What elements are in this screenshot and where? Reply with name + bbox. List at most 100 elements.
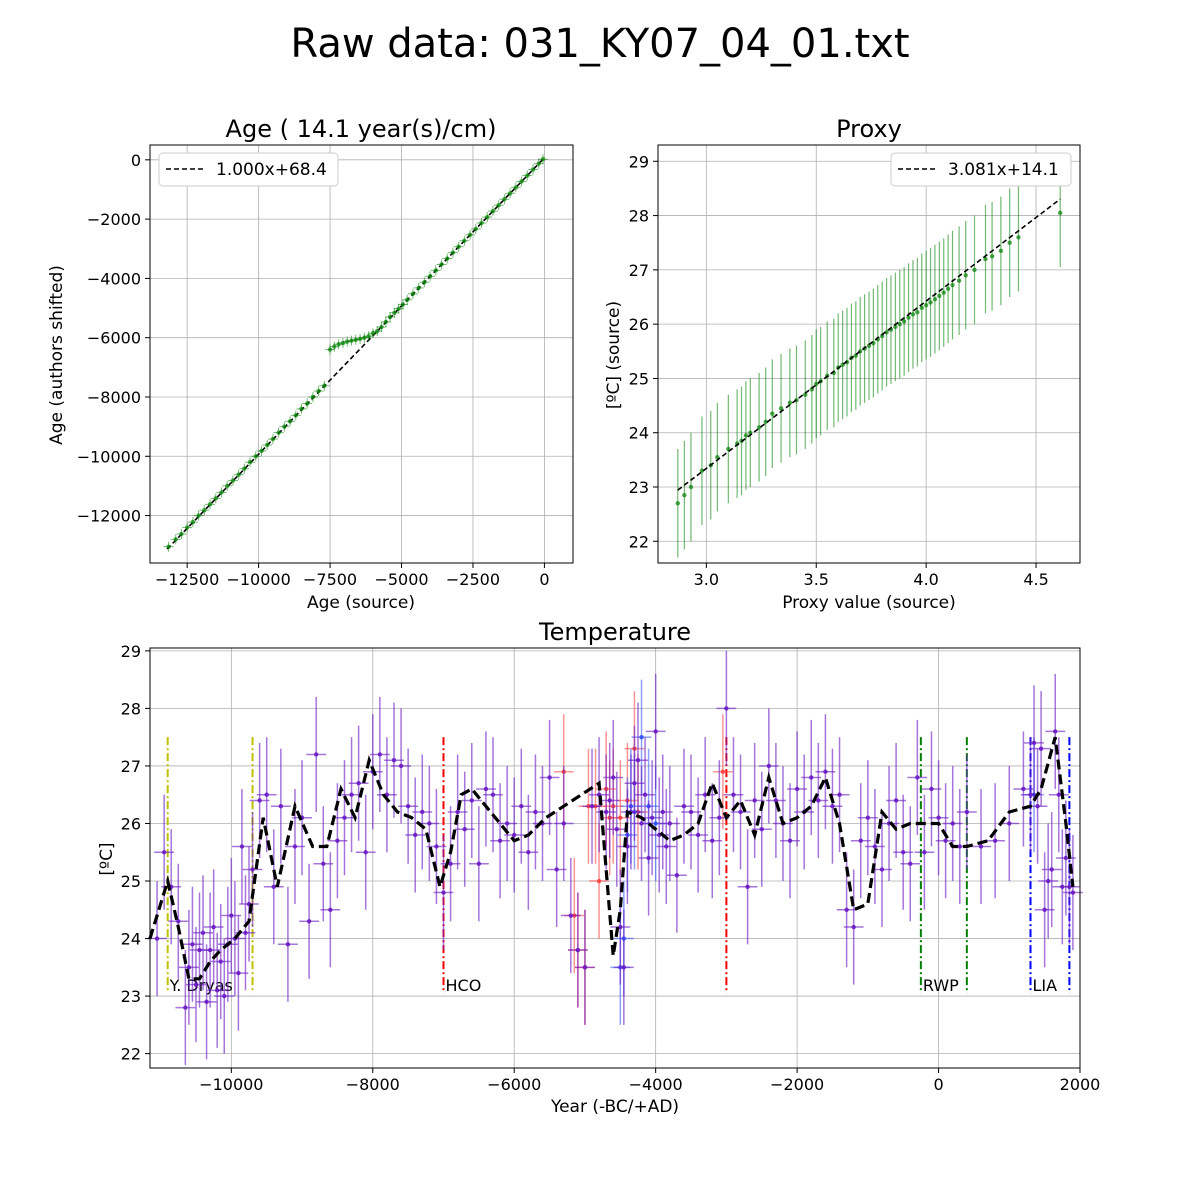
age-point xyxy=(179,531,184,537)
temperature-point xyxy=(858,838,863,843)
age-point xyxy=(400,302,406,307)
temperature-point xyxy=(200,930,206,935)
age-point xyxy=(219,490,224,495)
temperature-y-tick-label: 29 xyxy=(121,642,141,661)
temperature-point xyxy=(950,821,955,826)
period-label: RWP xyxy=(923,976,959,995)
temperature-point xyxy=(1021,786,1026,792)
age-point xyxy=(473,226,479,232)
age-y-tick-label: −8000 xyxy=(87,388,141,407)
proxy-panel: Proxy Proxy value (source) [ºC] (source)… xyxy=(604,115,1081,613)
temperature-point xyxy=(561,821,566,826)
temperature-point xyxy=(915,775,920,780)
age-point xyxy=(496,202,501,208)
age-point xyxy=(166,544,171,549)
proxy-point xyxy=(937,293,942,299)
age-point xyxy=(387,314,393,320)
age-x-tick-label: 0 xyxy=(539,570,549,589)
temperature-point xyxy=(787,838,793,843)
temperature-point xyxy=(809,775,814,780)
temperature-point xyxy=(455,809,460,815)
proxy-point xyxy=(901,319,907,324)
proxy-point xyxy=(884,330,889,335)
proxy-point xyxy=(910,312,916,317)
temperature-y-tick-label: 24 xyxy=(121,930,141,949)
temperature-point xyxy=(285,942,291,947)
age-point xyxy=(370,331,376,336)
temperature-point xyxy=(710,838,715,843)
age-point xyxy=(327,347,333,352)
temperature-point xyxy=(618,924,623,930)
temperature-point xyxy=(1053,729,1058,734)
age-point xyxy=(264,442,270,448)
temperature-point xyxy=(271,884,276,889)
age-legend: 1.000x+68.4 xyxy=(158,152,339,187)
age-point xyxy=(299,406,304,412)
age-point xyxy=(190,519,196,525)
temperature-point xyxy=(264,792,269,797)
proxy-point xyxy=(787,400,793,406)
temperature-point xyxy=(943,838,948,843)
age-point xyxy=(276,430,281,435)
temperature-point xyxy=(405,804,411,809)
proxy-point xyxy=(945,286,951,292)
proxy-point xyxy=(919,305,924,311)
age-point xyxy=(439,262,444,267)
temperature-point xyxy=(635,757,641,763)
proxy-legend-label: 3.081x+14.1 xyxy=(948,160,1059,180)
proxy-y-tick-label: 24 xyxy=(629,424,649,443)
temperature-red-point xyxy=(618,815,623,820)
temperature-point xyxy=(547,775,552,780)
age-gridlines xyxy=(150,145,573,563)
temperature-point xyxy=(830,804,835,809)
age-point xyxy=(433,268,439,273)
temperature-point xyxy=(1045,878,1051,884)
temperature-smoothed-curve xyxy=(148,736,1075,981)
temperature-point xyxy=(306,919,312,924)
temperature-point xyxy=(504,821,510,826)
age-point xyxy=(392,310,397,315)
temperature-point xyxy=(632,781,637,786)
age-point xyxy=(445,256,450,261)
temperature-chart-title: Temperature xyxy=(538,618,691,646)
temperature-point xyxy=(154,936,160,941)
temperature-red-point xyxy=(596,878,602,884)
age-y-tick-label: −2000 xyxy=(87,210,141,229)
temperature-point xyxy=(183,1005,188,1010)
proxy-point xyxy=(941,290,946,295)
temperature-point xyxy=(614,827,619,832)
temperature-y-axis-label: [ºC] xyxy=(97,842,117,875)
temperature-point xyxy=(441,890,446,895)
age-point xyxy=(502,197,507,202)
temperature-point xyxy=(667,821,673,826)
age-point xyxy=(349,338,354,343)
temperature-point xyxy=(823,769,828,774)
temperature-point xyxy=(1031,740,1037,746)
age-point xyxy=(456,244,461,249)
temperature-point xyxy=(1042,907,1047,912)
temperature-point xyxy=(621,965,627,970)
temperature-point xyxy=(766,763,772,769)
age-panel: Age ( 14.1 year(s)/cm) Age (source) Age … xyxy=(47,115,574,613)
age-plot-frame xyxy=(149,144,574,564)
age-legend-box xyxy=(158,152,339,187)
age-point xyxy=(519,179,524,184)
proxy-x-tick-label: 3.0 xyxy=(694,570,719,589)
age-point xyxy=(293,413,298,418)
temperature-point xyxy=(483,786,489,792)
temperature-point xyxy=(964,809,970,815)
age-point xyxy=(513,185,519,190)
temperature-point xyxy=(1067,884,1072,889)
proxy-point xyxy=(1007,240,1012,245)
proxy-y-tick-label: 26 xyxy=(629,315,649,334)
temperature-point xyxy=(197,947,202,953)
age-y-tick-label: 0 xyxy=(131,151,141,170)
temperature-point xyxy=(229,913,234,918)
temperature-y-tick-label: 26 xyxy=(121,814,141,833)
age-point xyxy=(525,173,530,178)
age-x-tick-label: −10000 xyxy=(226,570,290,589)
temperature-point xyxy=(512,832,517,838)
proxy-legend: 3.081x+14.1 xyxy=(890,152,1072,187)
age-point xyxy=(536,161,541,166)
age-y-tick-label: −12000 xyxy=(77,507,141,526)
